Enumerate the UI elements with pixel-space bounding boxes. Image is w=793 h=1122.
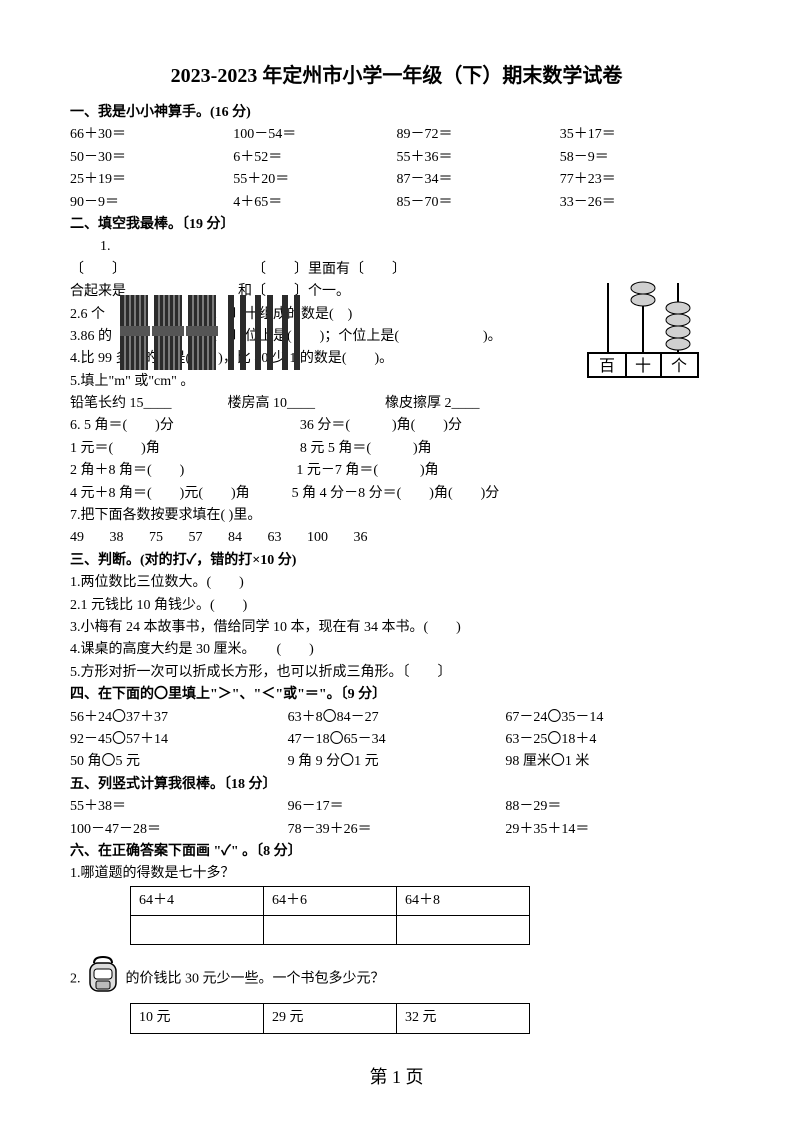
- section-5-head: 五、列竖式计算我很棒。〔18 分〕: [70, 774, 723, 796]
- num: 75: [149, 530, 163, 545]
- backpack-icon: [84, 955, 122, 1003]
- num: 49: [70, 530, 84, 545]
- calc-cell: 85－70＝: [397, 192, 560, 214]
- q2-7: 7.把下面各数按要求填在( )里。: [70, 505, 723, 527]
- table-cell: [131, 916, 264, 945]
- calc-row: 90－9＝4＋65＝85－70＝33－26＝: [70, 192, 723, 214]
- num: 100: [307, 530, 328, 545]
- calc-cell: 55＋20＝: [233, 169, 396, 191]
- table-cell: 64＋6: [264, 886, 397, 915]
- calc-cell: 25＋19＝: [70, 169, 233, 191]
- q2-1a: 1.: [100, 236, 723, 258]
- compare-cell: 9 角 9 分〇1 元: [288, 751, 506, 773]
- compare-cell: 63＋8〇84－27: [288, 707, 506, 729]
- calc-cell: 90－9＝: [70, 192, 233, 214]
- compare-row: 50 角〇5 元9 角 9 分〇1 元98 厘米〇1 米: [70, 751, 723, 773]
- q2-6a: 6. 5 角＝( )分 36 分＝( )角( )分: [70, 415, 723, 437]
- calc-row: 50－30＝6＋52＝55＋36＝58－9＝: [70, 147, 723, 169]
- calc-cell: 66＋30＝: [70, 124, 233, 146]
- calc-row: 25＋19＝55＋20＝87－34＝77＋23＝: [70, 169, 723, 191]
- q2-7-numbers: 49 38 75 57 84 63 100 36: [70, 527, 723, 549]
- q6-2: 2. 的价钱比 30 元少一些。一个书包多少元？: [70, 955, 723, 1003]
- section-3-head: 三、判断。(对的打✓，错的打×10 分): [70, 550, 723, 572]
- calc-cell: 89－72＝: [397, 124, 560, 146]
- vert-cell: 88－29＝: [505, 796, 723, 818]
- compare-cell: 98 厘米〇1 米: [505, 751, 723, 773]
- abacus-label-bai: 百: [599, 358, 615, 375]
- section-4-head: 四、在下面的〇里填上"＞"、"＜"或"＝"。〔9 分〕: [70, 684, 723, 706]
- q2-6c: 2 角＋8 角＝( ) 1 元－7 角＝( )角: [70, 460, 723, 482]
- calc-cell: 100－54＝: [233, 124, 396, 146]
- table-cell: [264, 916, 397, 945]
- q3-3: 3.小梅有 24 本故事书，借给同学 10 本，现在有 34 本书。( ): [70, 617, 723, 639]
- q2-5a: 铅笔长约 15____ 楼房高 10____ 橡皮擦厚 2____: [70, 393, 723, 415]
- calc-cell: 58－9＝: [560, 147, 723, 169]
- q6-2-num: 2.: [70, 971, 81, 986]
- calc-cell: 6＋52＝: [233, 147, 396, 169]
- table-cell: 10 元: [131, 1004, 264, 1033]
- q3-5: 5.方形对折一次可以折成长方形，也可以折成三角形。〔 〕: [70, 662, 723, 684]
- page-title: 2023-2023 年定州市小学一年级（下）期末数学试卷: [70, 60, 723, 92]
- q3-1: 1.两位数比三位数大。( ): [70, 572, 723, 594]
- calc-cell: 77＋23＝: [560, 169, 723, 191]
- vert-row: 55＋38＝96－17＝88－29＝: [70, 796, 723, 818]
- q6-1: 1.哪道题的得数是七十多？: [70, 863, 723, 885]
- q3-2: 2.1 元钱比 10 角钱少。( ): [70, 595, 723, 617]
- vert-cell: 78－39＋26＝: [288, 819, 506, 841]
- compare-row: 92－45〇57＋1447－18〇65－3463－25〇18＋4: [70, 729, 723, 751]
- abacus-diagram: 百 十 个: [583, 273, 703, 383]
- page-footer: 第 1 页: [0, 1063, 793, 1092]
- calc-cell: 33－26＝: [560, 192, 723, 214]
- abacus-label-shi: 十: [635, 357, 651, 375]
- q2-6b: 1 元＝( )角 8 元 5 角＝( )角: [70, 438, 723, 460]
- compare-cell: 56＋24〇37＋37: [70, 707, 288, 729]
- calc-row: 66＋30＝100－54＝89－72＝35＋17＝: [70, 124, 723, 146]
- section-2-head: 二、填空我最棒。〔19 分〕: [70, 214, 723, 236]
- table-cell: 29 元: [264, 1004, 397, 1033]
- table-cell: 64＋8: [397, 886, 530, 915]
- calc-cell: 4＋65＝: [233, 192, 396, 214]
- calc-cell: 35＋17＝: [560, 124, 723, 146]
- num: 84: [228, 530, 242, 545]
- q6-1-table: 64＋464＋664＋8: [130, 886, 530, 945]
- calc-cell: 50－30＝: [70, 147, 233, 169]
- q6-2-text: 的价钱比 30 元少一些。一个书包多少元？: [126, 971, 385, 986]
- num: 38: [110, 530, 124, 545]
- abacus-label-ge: 个: [671, 357, 687, 375]
- vert-cell: 100－47－28＝: [70, 819, 288, 841]
- vert-row: 100－47－28＝78－39＋26＝29＋35＋14＝: [70, 819, 723, 841]
- table-cell: 64＋4: [131, 886, 264, 915]
- section-6-head: 六、在正确答案下面画 "✓" 。〔8 分〕: [70, 841, 723, 863]
- table-cell: 32 元: [397, 1004, 530, 1033]
- q6-2-table: 10 元29 元32 元: [130, 1003, 530, 1033]
- num: 63: [268, 530, 282, 545]
- q3-4: 4.课桌的高度大约是 30 厘米。 ( ): [70, 639, 723, 661]
- compare-cell: 92－45〇57＋14: [70, 729, 288, 751]
- vert-cell: 29＋35＋14＝: [505, 819, 723, 841]
- num: 36: [354, 530, 368, 545]
- calc-cell: 87－34＝: [397, 169, 560, 191]
- vert-cell: 96－17＝: [288, 796, 506, 818]
- q2-6d: 4 元＋8 角＝( )元( )角 5 角 4 分－8 分＝( )角( )分: [70, 483, 723, 505]
- calc-cell: 55＋36＝: [397, 147, 560, 169]
- compare-cell: 63－25〇18＋4: [505, 729, 723, 751]
- compare-cell: 67－24〇35－14: [505, 707, 723, 729]
- compare-row: 56＋24〇37＋3763＋8〇84－2767－24〇35－14: [70, 707, 723, 729]
- vert-cell: 55＋38＝: [70, 796, 288, 818]
- compare-cell: 47－18〇65－34: [288, 729, 506, 751]
- stick-bundles: [120, 290, 330, 375]
- section-1-head: 一、我是小小神算手。(16 分): [70, 102, 723, 124]
- compare-cell: 50 角〇5 元: [70, 751, 288, 773]
- table-cell: [397, 916, 530, 945]
- num: 57: [189, 530, 203, 545]
